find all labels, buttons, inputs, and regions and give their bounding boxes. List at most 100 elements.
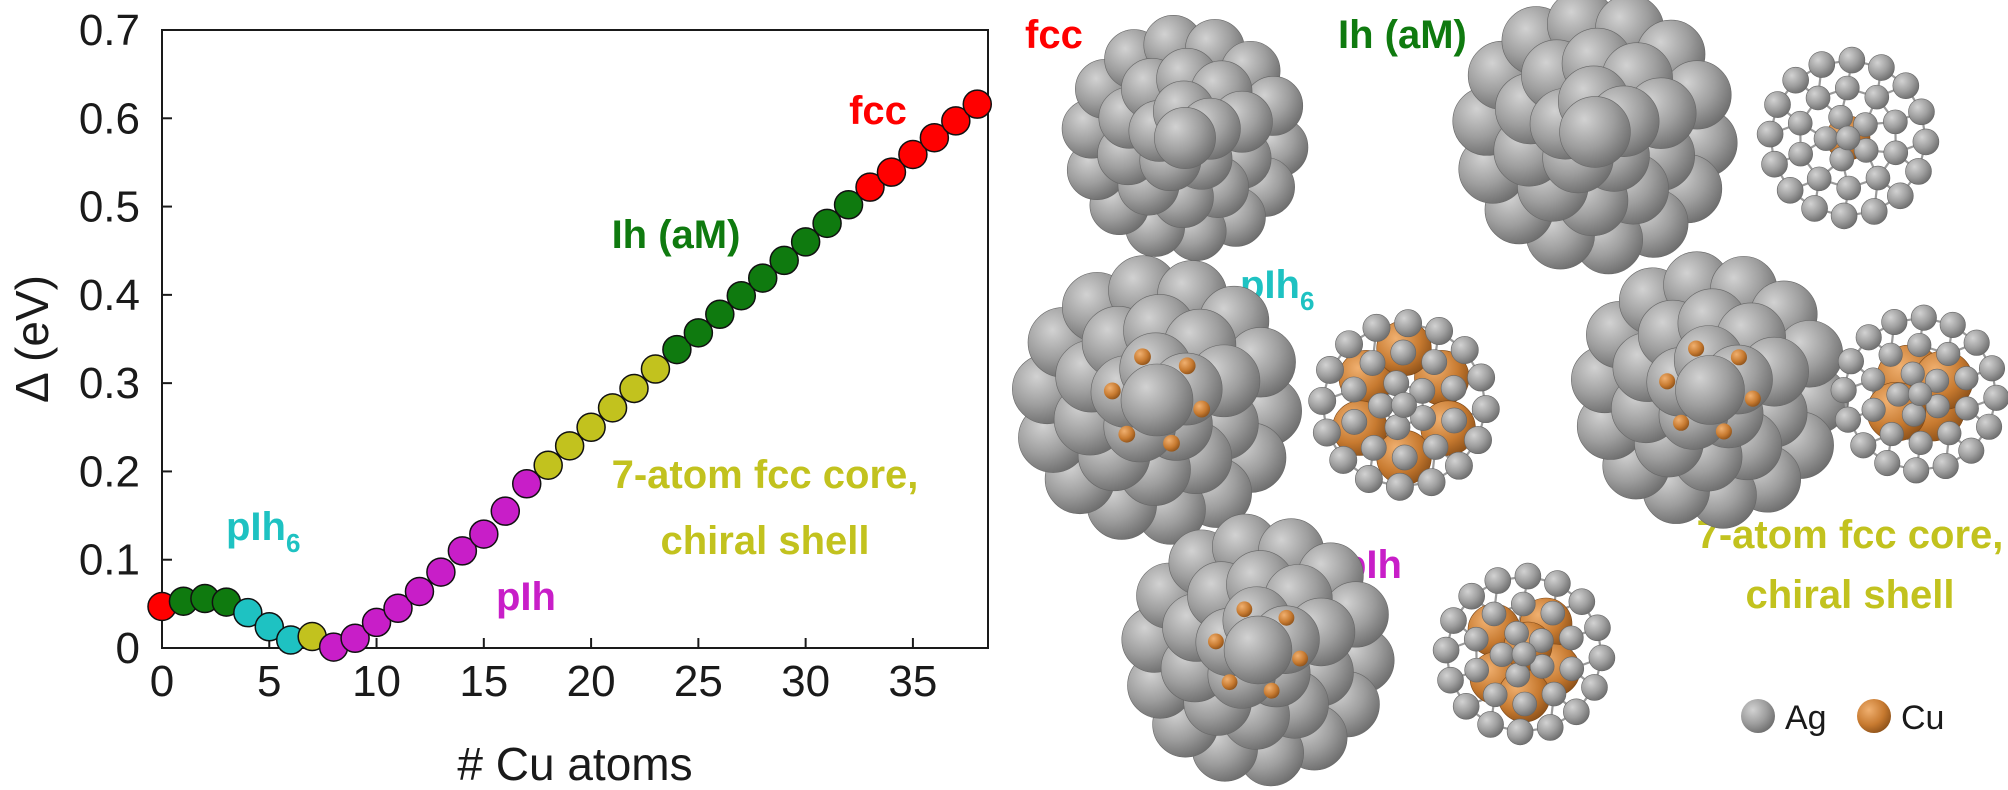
y-axis-ticks: 0 0.1 0.2 0.3 0.4 0.5 0.6 0.7 [79, 6, 172, 673]
ag-atom [1425, 317, 1454, 345]
ag-atom [1805, 85, 1831, 111]
cluster-ih-solid-image [1452, 0, 1738, 275]
y-tick-label: 0.3 [79, 359, 140, 408]
ag-atom [1834, 75, 1860, 101]
ag-atom [1410, 405, 1436, 431]
ag-atom [1835, 125, 1861, 151]
ag-atom [1477, 711, 1504, 738]
ag-atom [1450, 336, 1479, 365]
ag-atom [1853, 138, 1879, 163]
ag-atom [1776, 177, 1804, 204]
ag-atom [1860, 198, 1888, 225]
legend-cu-swatch [1857, 699, 1891, 733]
ag-atom [1905, 158, 1932, 185]
ag-atom [1937, 421, 1962, 446]
ag-atom [1463, 626, 1489, 652]
ag-atom [1394, 309, 1423, 338]
ag-atom [1829, 146, 1855, 172]
ag-atom [1813, 126, 1839, 151]
cluster-pih6-solid-image [1012, 255, 1302, 545]
ag-atom [1390, 339, 1417, 366]
ag-atom [1359, 350, 1386, 376]
x-axis-ticks: 0 5 10 15 20 25 30 35 [150, 638, 937, 706]
ag-atom [1764, 91, 1791, 118]
x-tick-label: 20 [567, 657, 616, 706]
ag-atom [1787, 110, 1813, 136]
cu-atom [1236, 601, 1253, 618]
ag-atom [1422, 434, 1449, 460]
ag-atom [1362, 313, 1391, 342]
ag-atom [1391, 444, 1418, 471]
cluster-structures: fcc Ih (aM) pIh6 pIh 7-atom fcc core, ch… [1012, 0, 2008, 787]
ag-atom [1801, 195, 1828, 222]
ag-atom [1467, 363, 1496, 392]
structure-label-fcc: fcc [1025, 13, 1083, 57]
cu-atom [1118, 425, 1136, 443]
ag-atom [1559, 96, 1631, 168]
cu-atom [1163, 434, 1180, 452]
ag-atom [1861, 367, 1886, 392]
data-point [705, 299, 735, 330]
data-point [769, 245, 799, 276]
ag-atom [1588, 644, 1616, 672]
x-tick-label: 25 [674, 657, 723, 706]
ag-atom [1983, 384, 2008, 411]
y-tick-label: 0.6 [79, 94, 140, 143]
ag-atom [1341, 409, 1368, 435]
ag-atom [1316, 355, 1344, 384]
ag-atom [1312, 418, 1341, 447]
ag-atom [1329, 445, 1358, 474]
cu-atom [1744, 390, 1761, 407]
y-tick-label: 0.1 [79, 536, 140, 585]
data-points [147, 89, 993, 662]
cluster-core-solid-image [1571, 251, 1849, 529]
ag-atom [1360, 435, 1387, 461]
ag-atom [1855, 324, 1882, 351]
ag-atom [1838, 46, 1866, 74]
annotation-pih6-base: pIh [226, 505, 286, 549]
ag-atom [1976, 413, 2003, 440]
cu-atom [1208, 633, 1224, 650]
legend-ag-swatch [1741, 699, 1775, 733]
ag-atom [1417, 468, 1446, 497]
y-tick-label: 0.2 [79, 447, 140, 496]
data-point [361, 607, 392, 638]
ag-atom [1932, 452, 1959, 480]
data-point [426, 557, 456, 587]
ag-atom [1936, 341, 1961, 367]
ag-atom [1908, 98, 1935, 126]
ag-atom [1907, 332, 1932, 358]
ag-atom [1834, 406, 1862, 433]
ag-atom [1925, 368, 1950, 393]
ag-atom [1511, 641, 1537, 667]
ag-atom [1788, 141, 1813, 167]
ag-atom [1925, 394, 1950, 419]
data-point [662, 334, 692, 365]
ag-atom [1853, 112, 1878, 137]
cu-atom [1193, 400, 1211, 418]
ag-atom [1903, 457, 1930, 484]
ag-atom [1541, 681, 1567, 707]
ag-atom [1830, 377, 1857, 404]
ag-atom [1506, 718, 1534, 746]
data-point [233, 597, 263, 628]
x-tick-label: 35 [888, 657, 937, 706]
data-point [683, 318, 714, 348]
delta-plot: 0 5 10 15 20 25 30 35 0 0.1 0.2 0.3 0.4 0.5 0.6 0.7 # … [6, 6, 993, 790]
cu-atom [1659, 373, 1676, 390]
cluster-pih-cage-image [1432, 562, 1616, 746]
ag-atom [1464, 657, 1489, 683]
ag-atom [1308, 386, 1337, 415]
annotation-core-line2: chiral shell [661, 519, 870, 563]
ag-atom [1514, 562, 1542, 590]
ag-atom [1828, 104, 1853, 130]
ag-atom [1409, 377, 1436, 404]
ag-atom [1440, 607, 1467, 634]
ag-atom [1830, 202, 1858, 230]
data-point [790, 227, 821, 257]
ag-atom [1756, 120, 1784, 148]
plot-frame [161, 29, 989, 649]
x-tick-label: 5 [257, 657, 281, 706]
ag-atom [1675, 355, 1745, 425]
ag-atom [1536, 714, 1564, 741]
